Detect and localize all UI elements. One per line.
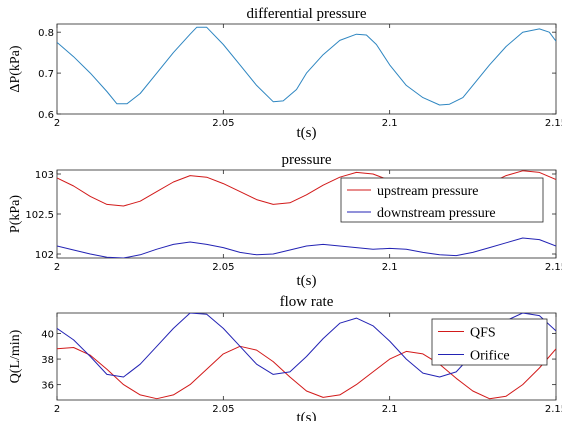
x-tick-label: 2.1 (382, 262, 398, 273)
y-tick-label: 0.8 (38, 28, 54, 39)
plot-area (56, 23, 557, 115)
x-tick-label: 2.05 (212, 404, 234, 415)
series-group (57, 26, 556, 106)
x-tick-label: 2.15 (545, 262, 562, 273)
x-tick-label: 2 (54, 262, 60, 273)
x-tick-label: 2.1 (382, 118, 398, 129)
x-axis-label: t(s) (297, 410, 317, 421)
y-tick-label: 40 (41, 329, 54, 340)
series-line-qfs (57, 345, 556, 400)
y-tick-label: 38 (41, 355, 54, 366)
legend-label: downstream pressure (377, 206, 496, 221)
y-axis-label: Q(L/min) (8, 329, 23, 383)
legend-box (431, 318, 548, 366)
y-tick-label: 0.6 (38, 110, 54, 121)
x-tick-label: 2.1 (382, 404, 398, 415)
x-tick-label: 2.05 (212, 118, 234, 129)
chart-title: flow rate (280, 294, 334, 310)
y-tick-label: 0.7 (38, 69, 54, 80)
x-tick-label: 2 (54, 404, 60, 415)
legend-label: QFS (470, 326, 496, 341)
y-tick-label: 103 (35, 170, 54, 181)
y-axis-label: ΔP(kPa) (8, 45, 23, 92)
series-line-downstream-pressure (57, 237, 556, 258)
y-tick-label: 102.5 (25, 210, 54, 221)
x-tick-label: 2.15 (545, 404, 562, 415)
x-axis-label: t(s) (297, 125, 317, 141)
chart-panel-1: differential pressure 2 2.05 2.1 2.15 0.6 0.7 0… (8, 6, 562, 141)
chart-title: differential pressure (246, 6, 366, 22)
legend: upstream pressure downstream pressure (340, 177, 544, 223)
x-axis-label: t(s) (297, 273, 317, 289)
x-tick-label: 2 (54, 118, 60, 129)
x-tick-label: 2.15 (545, 118, 562, 129)
y-tick-label: 36 (41, 381, 54, 392)
legend: QFS Orifice (431, 318, 548, 366)
legend-label: upstream pressure (377, 184, 478, 199)
y-tick-label: 102 (35, 250, 54, 261)
x-tick-label: 2.05 (212, 262, 234, 273)
chart-panel-3: flow rate 2 2.05 2.1 2.15 36 38 40 t(s) Q(L/min) Q… (8, 294, 562, 421)
legend-label: Orifice (470, 349, 510, 364)
series-line-dp (57, 26, 556, 106)
chart-panel-2: pressure 2 2.05 2.1 2.15 102 102.5 103 t(s) P(kPa… (8, 152, 562, 289)
y-axis-label: P(kPa) (8, 195, 23, 233)
legend-box (340, 177, 544, 223)
chart-title: pressure (282, 152, 332, 168)
